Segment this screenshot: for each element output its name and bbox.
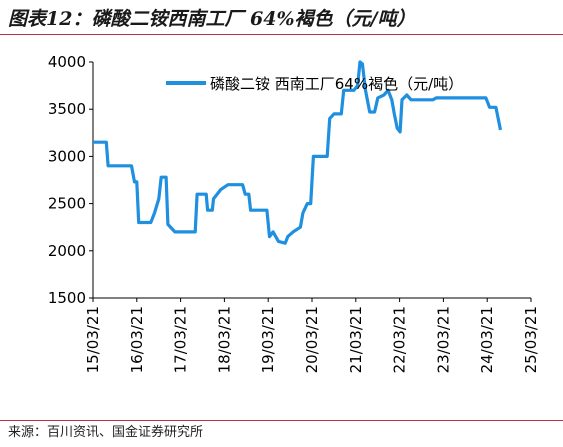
y-tick-label: 4000	[48, 53, 86, 71]
line-chart: 1500 2000 2500 3000 3500 4000 15/03/21 16/03/2…	[48, 53, 540, 373]
chart-area: 1500 2000 2500 3000 3500 4000 15/03/21 16/03/2…	[0, 36, 563, 416]
y-tick-label: 2000	[48, 242, 86, 260]
x-tick-label: 21/03/21	[347, 306, 365, 373]
series-group	[93, 60, 503, 245]
title-rule	[0, 34, 563, 35]
x-tick-label: 24/03/21	[478, 306, 496, 373]
x-tick-label: 25/03/21	[522, 306, 540, 373]
figure-title: 图表12：磷酸二铵西南工厂 64%褐色（元/吨）	[8, 8, 416, 30]
y-tick-label: 1500	[48, 289, 86, 307]
y-tick-label: 3500	[48, 100, 86, 118]
x-tick-label: 20/03/21	[303, 306, 321, 373]
footer-rule	[0, 420, 563, 421]
y-tick-label: 2500	[48, 195, 86, 213]
y-axis: 1500 2000 2500 3000 3500 4000	[48, 53, 94, 307]
legend-label: 磷酸二铵 西南工厂64%褐色（元/吨）	[210, 75, 463, 93]
x-tick-label: 23/03/21	[434, 306, 452, 373]
source-note: 来源：百川资讯、国金证券研究所	[8, 425, 204, 440]
x-tick-label: 22/03/21	[391, 306, 409, 373]
series-line	[93, 60, 503, 245]
x-tick-label: 17/03/21	[172, 306, 190, 373]
x-axis: 15/03/21 16/03/21 17/03/21 18/03/21 19/03/21…	[84, 297, 540, 373]
y-tick-label: 3000	[48, 147, 86, 165]
x-tick-label: 19/03/21	[259, 306, 277, 373]
legend: 磷酸二铵 西南工厂64%褐色（元/吨）	[166, 75, 463, 93]
x-tick-label: 16/03/21	[128, 306, 146, 373]
x-tick-label: 18/03/21	[215, 306, 233, 373]
x-tick-label: 15/03/21	[84, 306, 102, 373]
